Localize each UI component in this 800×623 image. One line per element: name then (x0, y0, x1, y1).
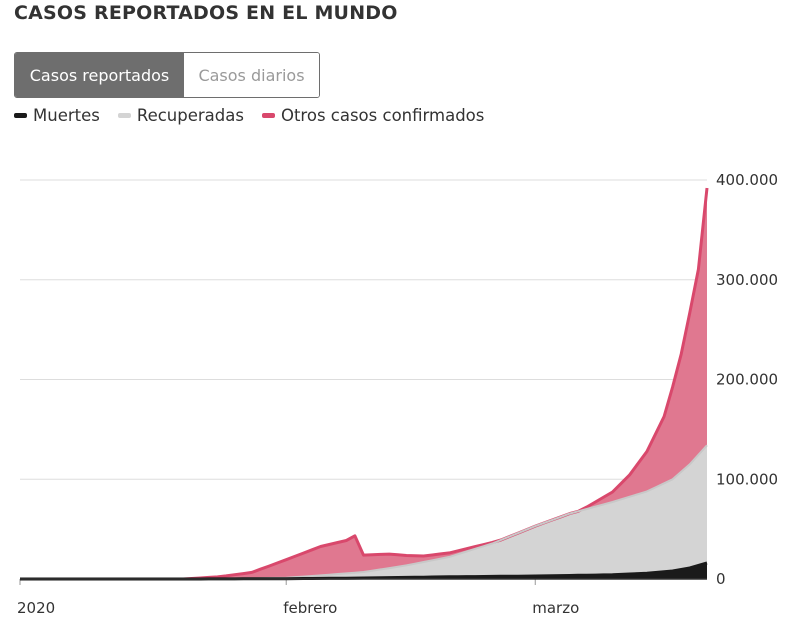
y-tick-label: 0 (716, 570, 726, 588)
y-tick-label: 100.000 (716, 470, 778, 488)
legend-label-recuperadas: Recuperadas (136, 106, 244, 125)
y-tick-label: 200.000 (716, 371, 778, 389)
area-recuperadas (20, 445, 707, 579)
tab-casos-diarios[interactable]: Casos diarios (184, 53, 319, 97)
legend-item-muertes: Muertes (14, 106, 100, 125)
y-tick-label: 400.000 (716, 171, 778, 189)
legend: Muertes Recuperadas Otros casos confirma… (14, 106, 502, 125)
view-toggle: Casos reportados Casos diarios (14, 52, 320, 98)
x-tick-label: febrero (283, 599, 337, 617)
legend-item-otros: Otros casos confirmados (261, 106, 485, 125)
x-tick-label: 2020 (17, 599, 55, 617)
y-tick-label: 300.000 (716, 271, 778, 289)
chart-title: CASOS REPORTADOS EN EL MUNDO (14, 2, 398, 24)
legend-swatch-muertes (14, 113, 27, 118)
legend-item-recuperadas: Recuperadas (117, 106, 244, 125)
legend-swatch-recuperadas (117, 113, 131, 118)
legend-swatch-otros (261, 113, 275, 118)
tab-casos-reportados[interactable]: Casos reportados (15, 53, 184, 97)
legend-label-otros: Otros casos confirmados (280, 106, 485, 125)
legend-label-muertes: Muertes (33, 106, 100, 125)
x-tick-label: marzo (532, 599, 579, 617)
area-muertes (20, 563, 707, 579)
